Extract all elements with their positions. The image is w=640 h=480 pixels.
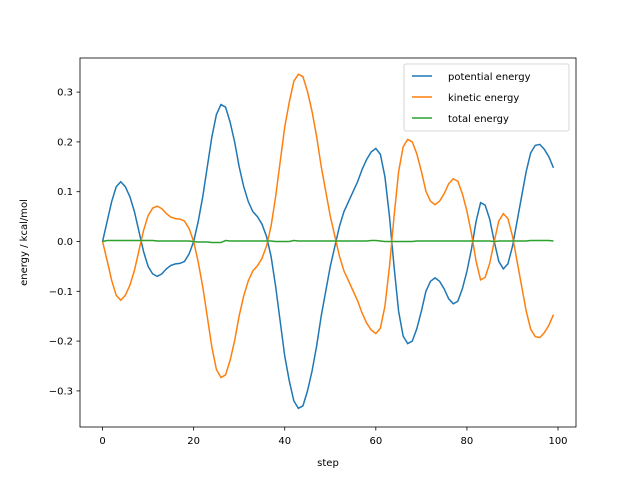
line-series xyxy=(102,239,554,244)
legend-box xyxy=(403,63,570,132)
y-tick-label: 0.1 xyxy=(57,187,73,198)
x-axis-label: step xyxy=(317,458,339,469)
line-series xyxy=(101,103,555,410)
legend-label: kinetic energy xyxy=(448,93,519,104)
line-series xyxy=(101,73,555,379)
x-tick-label: 20 xyxy=(187,436,200,447)
x-tick-label: 80 xyxy=(461,436,474,447)
y-tick-label: 0.3 xyxy=(57,88,73,99)
x-tick-label: 100 xyxy=(548,436,567,447)
x-tick-label: 0 xyxy=(99,436,105,447)
legend-label: potential energy xyxy=(448,72,531,83)
y-tick-label: −0.1 xyxy=(49,287,73,298)
y-tick-label: −0.3 xyxy=(49,386,73,397)
x-tick-label: 60 xyxy=(369,436,382,447)
y-tick-label: −0.2 xyxy=(49,337,73,348)
y-tick-label: 0.0 xyxy=(57,237,73,248)
legend-label: total energy xyxy=(448,114,509,125)
y-tick-label: 0.2 xyxy=(57,137,73,148)
plot-frame xyxy=(79,57,577,428)
y-axis-label: energy / kcal/mol xyxy=(19,199,30,286)
x-tick-label: 40 xyxy=(278,436,291,447)
